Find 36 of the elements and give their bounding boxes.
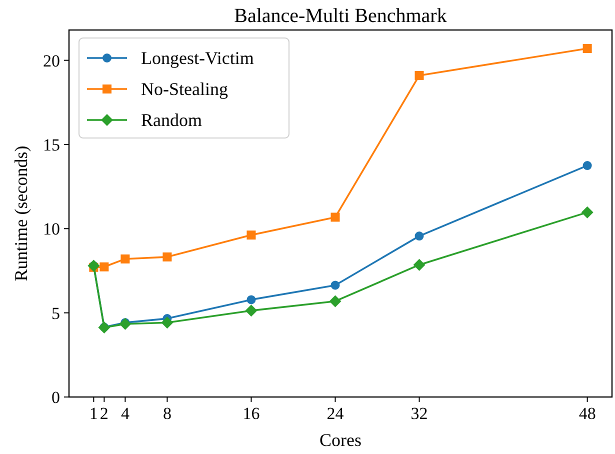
x-tick-label: 16 xyxy=(242,404,260,423)
chart-title: Balance-Multi Benchmark xyxy=(234,5,447,27)
point xyxy=(120,254,130,264)
x-tick-label: 32 xyxy=(410,404,428,423)
y-tick-label: 0 xyxy=(52,388,60,407)
y-tick-label: 20 xyxy=(43,51,60,70)
x-tick-label: 2 xyxy=(100,404,108,423)
legend-label: Longest-Victim xyxy=(141,48,254,68)
point xyxy=(246,230,256,240)
legend-label: No-Stealing xyxy=(141,79,228,99)
point xyxy=(413,258,426,271)
point xyxy=(246,295,256,304)
point xyxy=(582,44,592,54)
legend-label: Random xyxy=(141,110,202,130)
y-tick-label: 15 xyxy=(43,135,60,154)
point xyxy=(414,70,424,80)
point xyxy=(414,232,424,241)
point xyxy=(329,295,342,308)
point xyxy=(119,318,132,330)
point xyxy=(581,206,594,218)
point xyxy=(582,161,592,170)
y-tick-label: 10 xyxy=(43,220,60,239)
point xyxy=(162,252,172,262)
x-tick-label: 1 xyxy=(89,404,98,423)
point xyxy=(245,304,258,317)
point xyxy=(330,280,340,290)
y-tick-label: 5 xyxy=(52,304,60,323)
x-tick-label: 8 xyxy=(162,404,172,423)
x-tick-label: 4 xyxy=(120,404,130,423)
x-axis-title: Cores xyxy=(320,430,362,450)
x-tick-label: 24 xyxy=(326,404,344,423)
y-axis-title: Runtime (seconds) xyxy=(11,146,31,282)
point xyxy=(100,262,109,272)
point xyxy=(161,316,174,329)
point xyxy=(330,212,340,222)
x-tick-label: 48 xyxy=(578,404,596,423)
